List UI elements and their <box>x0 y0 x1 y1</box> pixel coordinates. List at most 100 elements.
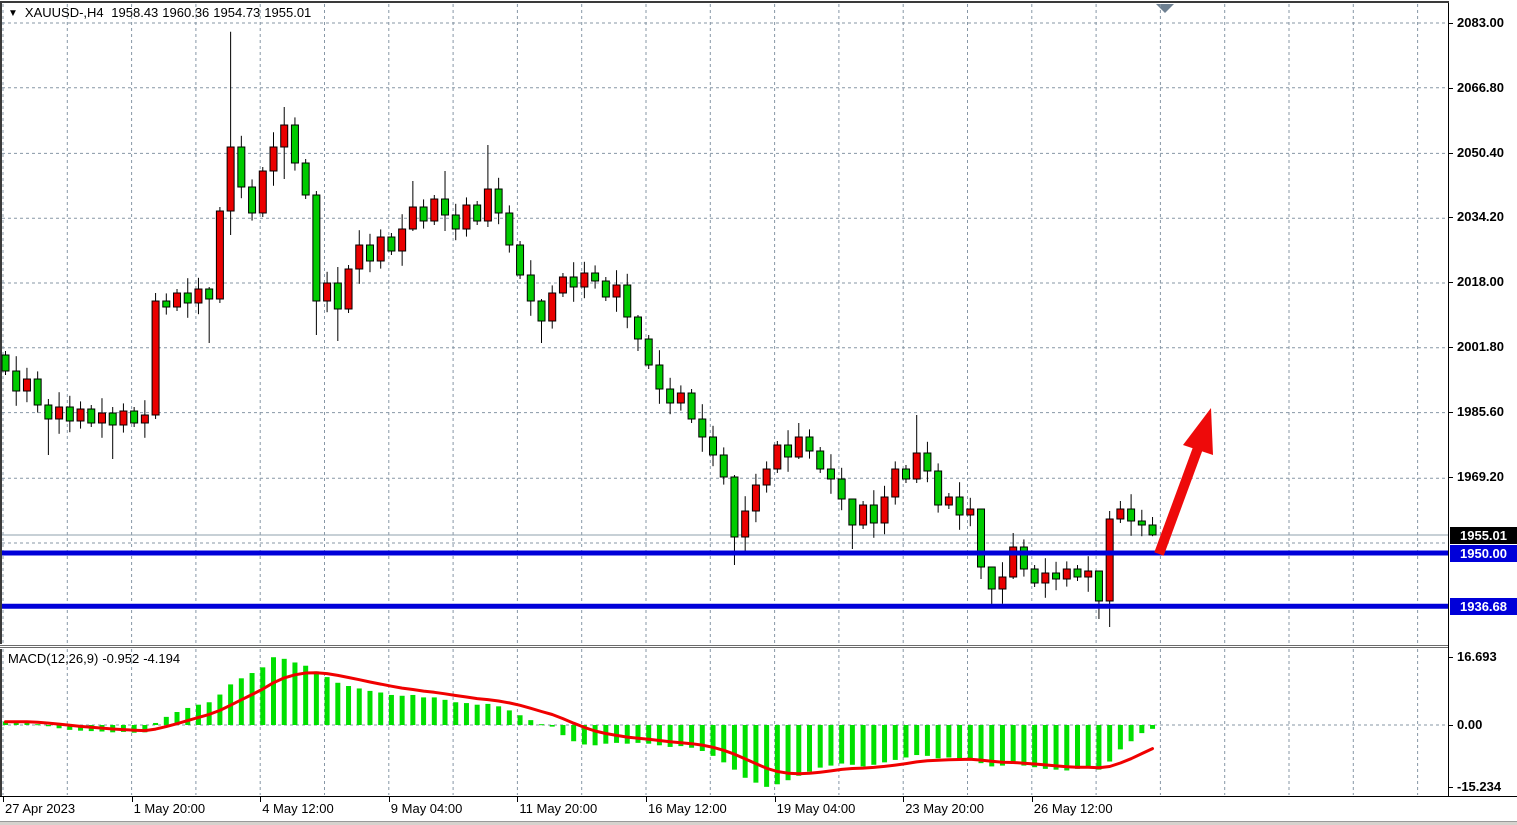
bearish-candle-body <box>837 478 846 500</box>
bearish-candle-body <box>183 292 192 304</box>
bearish-candle-body <box>869 504 878 524</box>
macd-histogram-bar <box>496 706 502 725</box>
bullish-candle-body <box>1084 570 1093 578</box>
macd-histogram-bar <box>1064 725 1070 771</box>
price-tick <box>1449 282 1453 284</box>
price-tick <box>1449 152 1453 154</box>
bullish-candle-body <box>355 244 364 270</box>
macd-histogram-bar <box>860 725 866 767</box>
trend-arrow-shaft[interactable] <box>1154 446 1203 556</box>
bullish-candle-body <box>194 288 203 304</box>
macd-histogram-bar <box>410 694 416 725</box>
bullish-candle-body <box>751 484 760 512</box>
macd-histogram-bar <box>260 667 266 725</box>
line-level-badge[interactable]: 1950.00 <box>1450 545 1517 562</box>
macd-histogram-bar <box>646 725 652 744</box>
macd-histogram-bar <box>485 703 491 725</box>
price-tick <box>1449 411 1453 413</box>
bearish-candle-body <box>977 508 986 568</box>
macd-histogram-bar <box>828 725 834 766</box>
bearish-candle-body <box>526 274 535 302</box>
bearish-candle-body <box>1127 508 1136 522</box>
price-tick-label: 2066.80 <box>1457 79 1504 95</box>
macd-histogram-bar <box>635 725 641 743</box>
macd-tick <box>1449 657 1453 659</box>
pane-separator[interactable] <box>0 644 1449 649</box>
bearish-candle-body <box>719 454 728 478</box>
macd-histogram-bar <box>914 725 920 756</box>
chart-shift-marker-icon[interactable] <box>1156 4 1174 13</box>
bullish-candle-body <box>430 198 439 222</box>
ohlc-close-value: 1955.01 <box>264 5 312 20</box>
macd-histogram-bar <box>35 724 41 726</box>
price-and-macd-chart-canvas[interactable] <box>0 0 1449 796</box>
time-tick <box>1031 797 1033 802</box>
bearish-candle-body <box>516 244 525 276</box>
macd-signal-value: -4.194 <box>143 651 181 666</box>
bearish-candle-body <box>387 236 396 252</box>
macd-histogram-bar <box>839 725 845 764</box>
macd-histogram-bar <box>153 722 159 725</box>
macd-histogram-bar <box>1085 725 1091 768</box>
bearish-candle-body <box>441 198 450 216</box>
bullish-candle-body <box>140 414 149 424</box>
bearish-candle-body <box>1073 568 1082 578</box>
bullish-candle-body <box>173 292 182 308</box>
line-level-badge[interactable]: 1936.68 <box>1450 598 1517 616</box>
bearish-candle-body <box>591 272 600 282</box>
bullish-candle-body <box>794 436 803 458</box>
bullish-candle-body <box>548 292 557 322</box>
macd-signal-line <box>4 671 1154 776</box>
bearish-candle-body <box>333 282 342 310</box>
price-tick <box>1449 476 1453 478</box>
bearish-candle-body <box>601 280 610 298</box>
macd-main-value: -0.952 <box>102 651 140 666</box>
bearish-candle-body <box>205 288 214 300</box>
current-price-badge[interactable]: 1955.01 <box>1450 526 1517 544</box>
macd-histogram-bar <box>592 725 598 746</box>
price-scale[interactable]: 2083.00 2066.80 2050.40 2034.20 2018.00 2001.… <box>1449 0 1517 796</box>
price-tick <box>1449 23 1453 24</box>
macd-histogram-bar <box>3 721 8 725</box>
macd-histogram-bar <box>1128 725 1134 742</box>
bullish-candle-body <box>966 508 975 516</box>
macd-histogram-bar <box>807 725 812 772</box>
time-tick-label: 23 May 20:00 <box>905 801 984 816</box>
macd-histogram-bar <box>67 725 73 730</box>
price-tick-label: 2034.20 <box>1457 209 1504 225</box>
bullish-candle-body <box>97 412 106 424</box>
bullish-candle-body <box>119 410 128 426</box>
macd-histogram-bar <box>528 720 534 725</box>
trend-arrow-head[interactable] <box>1183 408 1213 455</box>
symbol-dropdown-icon[interactable]: ▼ <box>8 8 18 19</box>
macd-histogram-bar <box>163 716 169 725</box>
macd-histogram-bar <box>817 725 823 768</box>
macd-histogram-bar <box>892 725 898 760</box>
bullish-candle-body <box>376 236 385 262</box>
macd-histogram-bar <box>871 725 877 765</box>
bearish-candle-body <box>130 410 139 424</box>
macd-histogram-bar <box>539 724 544 726</box>
price-scale-border <box>1448 3 1449 796</box>
macd-histogram-bar <box>796 725 802 776</box>
macd-histogram-bar <box>463 703 469 725</box>
price-tick-label: 2018.00 <box>1457 274 1504 290</box>
bullish-candle-body <box>151 300 160 416</box>
price-tick-label: 1985.60 <box>1457 403 1504 419</box>
bearish-candle-body <box>730 476 739 538</box>
macd-histogram-bar <box>785 725 791 781</box>
macd-histogram-bar <box>324 677 330 725</box>
bullish-candle-body <box>1116 508 1125 520</box>
macd-histogram-bar <box>935 725 941 759</box>
bullish-candle-body <box>912 452 921 480</box>
bearish-candle-body <box>784 444 793 458</box>
bullish-candle-body <box>1062 568 1071 580</box>
bullish-candle-body <box>76 408 85 422</box>
bearish-candle-body <box>633 316 642 340</box>
time-scale[interactable]: 27 Apr 2023 1 May 20:00 4 May 12:00 9 May 0… <box>0 796 1517 821</box>
macd-histogram-bar <box>1139 725 1145 734</box>
bullish-candle-body <box>676 392 685 404</box>
macd-histogram-bar <box>45 725 51 727</box>
macd-histogram-bar <box>1053 725 1059 770</box>
macd-histogram-bar <box>924 725 930 756</box>
